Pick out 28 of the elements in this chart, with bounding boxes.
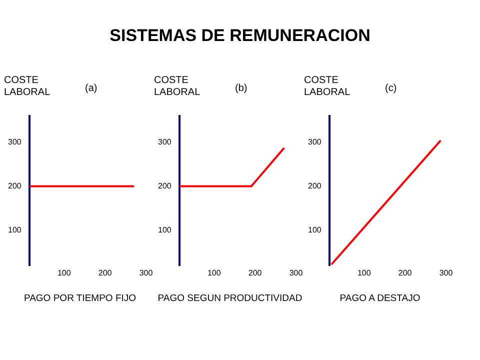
- x-tick-label: 300: [139, 268, 154, 278]
- chart-subtitle: (a): [85, 83, 98, 94]
- x-tick-label: 100: [357, 268, 372, 278]
- y-tick-label: 200: [158, 181, 172, 190]
- x-tick-label: 200: [248, 268, 262, 278]
- y-tick-label: 100: [308, 225, 322, 234]
- text: SISTEMAS DE REMUNERACION: [108, 26, 372, 46]
- x-axis-title: PAGO POR TIEMPO FIJO: [24, 293, 136, 304]
- x-axis-title: PAGO A DESTAJO: [340, 293, 420, 304]
- x-tick-label: 300: [289, 268, 304, 278]
- y-tick-label: 100: [8, 225, 22, 234]
- chart-subtitle: (c): [385, 83, 397, 94]
- y-tick-label: 100: [158, 225, 172, 234]
- y-tick-label: 200: [8, 181, 22, 190]
- y-axis-title: COSTE LABORAL: [154, 75, 202, 99]
- x-tick-label: 200: [98, 268, 112, 278]
- x-tick-label: 200: [398, 268, 412, 278]
- y-tick-label: 300: [158, 137, 172, 146]
- x-tick-label: 100: [207, 268, 222, 278]
- x-tick-label: 300: [439, 268, 454, 278]
- y-tick-label: 300: [308, 137, 322, 146]
- chart-subtitle: (b): [235, 83, 248, 94]
- y-axis-title: COSTE LABORAL: [304, 75, 352, 99]
- y-axis-title: COSTE LABORAL: [4, 75, 52, 99]
- x-tick-label: 100: [57, 268, 72, 278]
- x-axis-title: PAGO SEGUN PRODUCTIVIDAD: [156, 293, 304, 304]
- y-tick-label: 300: [8, 137, 22, 146]
- y-tick-label: 200: [308, 181, 322, 190]
